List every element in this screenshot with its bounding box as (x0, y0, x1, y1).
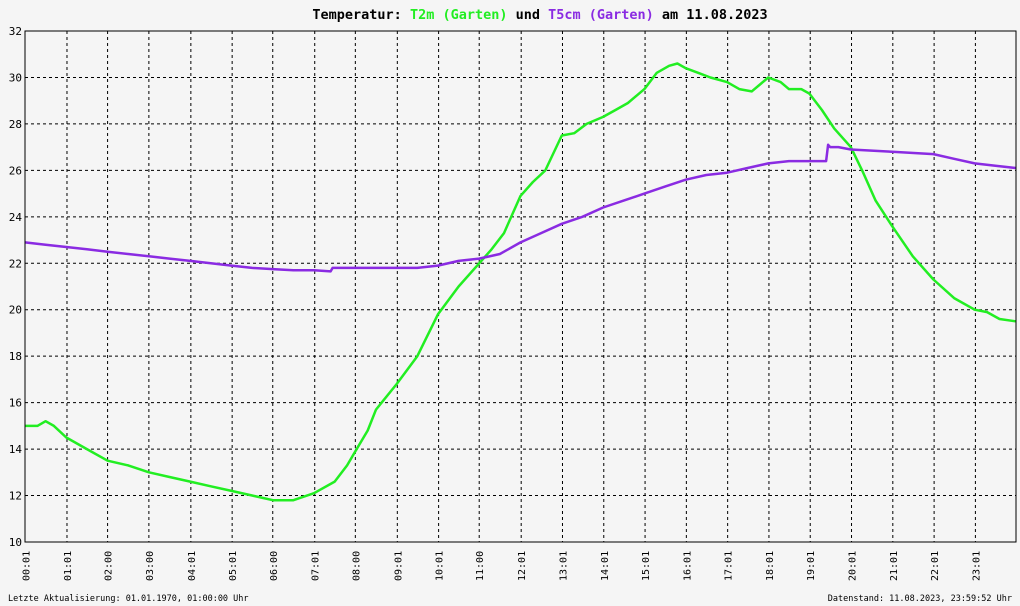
y-tick-label: 28 (9, 118, 22, 131)
x-tick-label: 13:01 (558, 551, 569, 581)
title-series-t2m: T2m (Garten) (410, 7, 508, 23)
y-tick-label: 24 (9, 211, 23, 224)
y-tick-label: 18 (9, 350, 22, 363)
x-tick-label: 15:01 (641, 551, 652, 581)
title-middle: und (507, 7, 548, 23)
y-tick-label: 14 (9, 443, 23, 456)
y-tick-label: 12 (9, 490, 22, 503)
y-tick-label: 22 (9, 257, 22, 270)
x-tick-label: 06:00 (269, 551, 280, 581)
series-line-t5cm (24, 143, 1016, 273)
x-tick-label: 04:01 (187, 551, 198, 581)
x-tick-label: 12:01 (517, 551, 528, 581)
x-tick-label: 11:00 (475, 551, 486, 581)
plot-series (24, 62, 1016, 502)
series-line-t2m (25, 62, 1016, 502)
title-prefix: Temperatur: (312, 7, 410, 23)
footer-last-update: Letzte Aktualisierung: 01.01.1970, 01:00… (8, 594, 249, 604)
title-series-t5cm: T5cm (Garten) (548, 7, 654, 23)
x-tick-label: 18:01 (765, 551, 776, 581)
x-tick-label: 21:01 (889, 551, 900, 581)
plot-frame (24, 30, 1017, 543)
x-tick-label: 01:01 (63, 551, 74, 581)
y-tick-label: 20 (9, 304, 22, 317)
x-tick-label: 07:01 (311, 551, 322, 581)
y-tick-label: 30 (9, 71, 22, 84)
x-tick-label: 02:00 (104, 551, 115, 581)
x-tick-label: 17:01 (724, 551, 735, 581)
x-tick-label: 16:01 (682, 551, 693, 581)
x-tick-label: 09:01 (393, 551, 404, 581)
axes: 10 12 14 16 18 20 22 24 26 28 30 32 00:01 01:01 02:00 0… (9, 25, 1017, 581)
x-tick-label: 05:01 (228, 551, 239, 581)
y-tick-label: 32 (9, 25, 22, 38)
x-tick-label: 10:01 (435, 551, 446, 581)
x-tick-label: 03:00 (145, 551, 156, 581)
x-tick-label: 22:01 (930, 551, 941, 581)
chart-title: Temperatur: T2m (Garten) und T5cm (Garte… (312, 7, 767, 23)
title-suffix: am 11.08.2023 (654, 7, 768, 23)
x-tick-label: 23:01 (971, 551, 982, 581)
x-tick-label: 08:00 (351, 551, 362, 581)
y-tick-label: 26 (9, 164, 22, 177)
x-tick-label: 14:01 (600, 551, 611, 581)
footer-data-status: Datenstand: 11.08.2023, 23:59:52 Uhr (828, 594, 1012, 604)
x-tick-label: 20:01 (848, 551, 859, 581)
x-tick-label: 00:01 (22, 551, 33, 581)
x-tick-label: 19:01 (806, 551, 817, 581)
y-tick-label: 10 (9, 536, 22, 549)
y-tick-label: 16 (9, 397, 22, 410)
